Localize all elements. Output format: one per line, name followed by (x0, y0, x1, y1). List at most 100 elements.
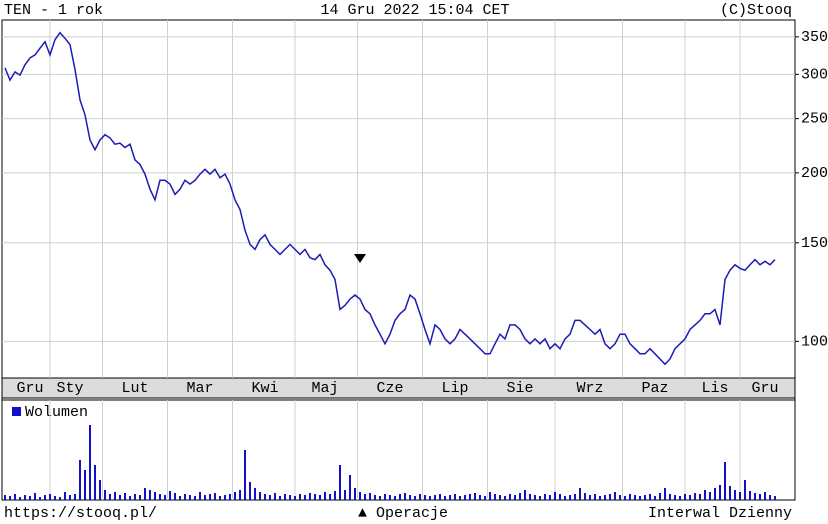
x-tick-label: Paz (641, 380, 668, 397)
volume-legend: Wolumen (25, 404, 88, 421)
footer-url[interactable]: https://stooq.pl/ (4, 505, 157, 522)
volume-bar (249, 482, 251, 500)
footer-interval: Interwal Dzienny (648, 505, 792, 522)
volume-bar (274, 493, 276, 500)
volume-bar (34, 493, 36, 500)
volume-bar (739, 492, 741, 500)
volume-bar (609, 494, 611, 500)
volume-bar (604, 495, 606, 500)
volume-bar (464, 495, 466, 500)
volume-bar (704, 490, 706, 500)
volume-bar (39, 497, 41, 500)
volume-bar (364, 494, 366, 500)
volume-bar (14, 494, 16, 500)
volume-bar (524, 490, 526, 500)
volume-bar (594, 494, 596, 500)
volume-bar (4, 495, 6, 500)
volume-bar (774, 496, 776, 500)
volume-bar (74, 494, 76, 500)
volume-bar (669, 494, 671, 500)
volume-bar (259, 492, 261, 500)
volume-bar (419, 494, 421, 500)
volume-bar (714, 488, 716, 500)
volume-bar (79, 460, 81, 500)
volume-bar (429, 496, 431, 500)
volume-bar (769, 495, 771, 500)
volume-bar (349, 475, 351, 500)
volume-bar (434, 495, 436, 500)
volume-bar (614, 492, 616, 500)
volume-bar (289, 495, 291, 500)
volume-bar (514, 495, 516, 500)
volume-bar (59, 497, 61, 500)
volume-bar (389, 495, 391, 500)
volume-bar (359, 492, 361, 500)
volume-bar (374, 495, 376, 500)
x-tick-label: Lip (441, 380, 468, 397)
volume-bar (724, 462, 726, 500)
volume-bar (94, 465, 96, 500)
volume-bar (269, 495, 271, 500)
volume-bar (639, 496, 641, 500)
volume-bar (544, 494, 546, 500)
volume-bar (684, 494, 686, 500)
volume-bar (354, 488, 356, 500)
volume-bar (159, 494, 161, 500)
volume-bar (184, 494, 186, 500)
volume-bar (154, 492, 156, 500)
volume-bar (129, 496, 131, 500)
x-tick-label: Lis (701, 380, 728, 397)
volume-bar (654, 496, 656, 500)
volume-bar (194, 496, 196, 500)
volume-bar (294, 496, 296, 500)
y-tick-label: 100 (801, 333, 828, 350)
volume-bar (164, 495, 166, 500)
y-tick-label: 300 (801, 66, 828, 83)
volume-bar (139, 495, 141, 500)
volume-bar (114, 492, 116, 500)
volume-bar (89, 425, 91, 500)
volume-bar (264, 494, 266, 500)
volume-bar (494, 494, 496, 500)
volume-bar (299, 494, 301, 500)
volume-bar (474, 493, 476, 500)
volume-bar (439, 494, 441, 500)
volume-bar (234, 492, 236, 500)
volume-bar (529, 494, 531, 500)
volume-bar (29, 496, 31, 500)
volume-bar (759, 494, 761, 500)
volume-bar (209, 494, 211, 500)
volume-bar (104, 490, 106, 500)
volume-bar (409, 495, 411, 500)
x-tick-label: Mar (186, 380, 213, 397)
price-line (4, 31, 776, 366)
volume-bar (559, 494, 561, 500)
chart-title: TEN - 1 rok (4, 2, 103, 19)
volume-bar (629, 494, 631, 500)
volume-bar (504, 496, 506, 500)
volume-bar (19, 497, 21, 500)
volume-bar (69, 495, 71, 500)
volume-legend-swatch (12, 407, 21, 416)
volume-bar (754, 493, 756, 500)
volume-bar (284, 494, 286, 500)
volume-bar (644, 495, 646, 500)
volume-bar (99, 480, 101, 500)
volume-bar (674, 495, 676, 500)
volume-bar (219, 496, 221, 500)
volume-bar (489, 492, 491, 500)
volume-bar (499, 495, 501, 500)
chart-date: 14 Gru 2022 15:04 CET (320, 2, 509, 19)
volume-bar (314, 494, 316, 500)
volume-bar (319, 495, 321, 500)
volume-bar (109, 494, 111, 500)
copyright: (C)Stooq (720, 2, 792, 19)
volume-bar (384, 494, 386, 500)
volume-bar (179, 496, 181, 500)
volume-bar (199, 492, 201, 500)
volume-bar (84, 470, 86, 500)
volume-bar (174, 493, 176, 500)
volume-bar (254, 488, 256, 500)
volume-bar (619, 495, 621, 500)
volume-bar (624, 496, 626, 500)
